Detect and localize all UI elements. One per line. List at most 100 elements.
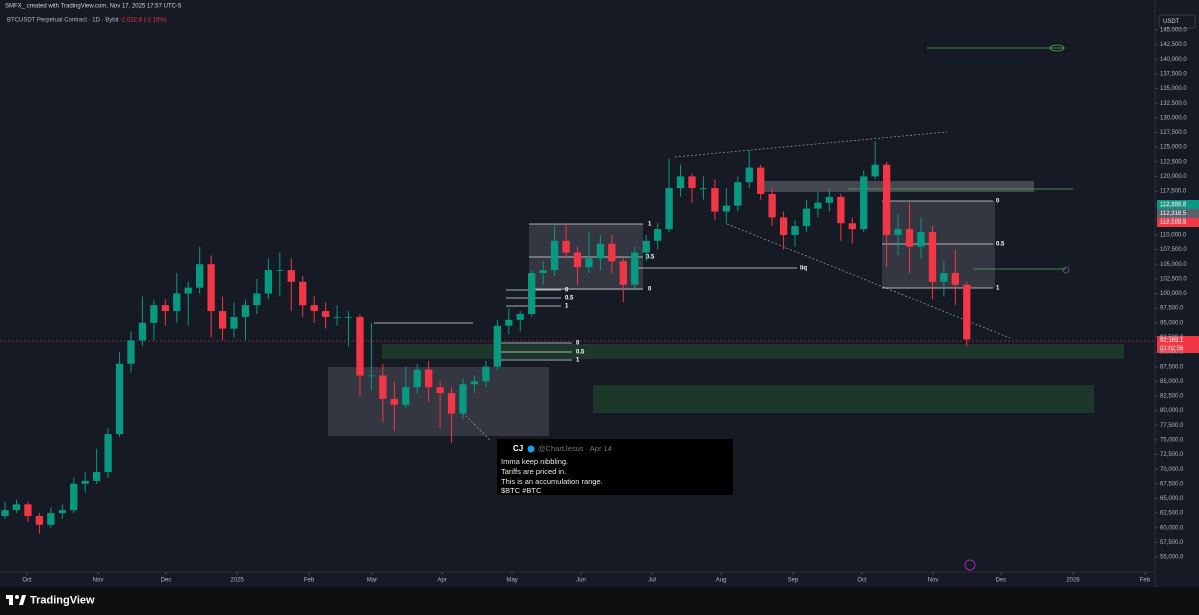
- candle-body: [688, 176, 696, 189]
- fib-label: 0.5: [996, 242, 1005, 248]
- x-tick-label: Nov: [928, 578, 939, 584]
- candle-body: [516, 313, 524, 320]
- y-tick-label: 107,500.0: [1160, 247, 1187, 253]
- candle-body: [665, 188, 673, 230]
- symbol: BTCUSDT Perpetual Contract · 1D · Bybit: [7, 18, 119, 24]
- x-tick-label: Oct: [22, 578, 32, 584]
- range-box: [328, 367, 549, 436]
- candle-body: [218, 311, 227, 329]
- y-tick-label: 100,000.0: [1160, 291, 1187, 297]
- candle-body: [631, 252, 639, 285]
- candle-body: [596, 243, 605, 259]
- candle-body: [173, 293, 181, 312]
- x-tick-label: Mar: [367, 578, 377, 584]
- candle-body: [642, 240, 650, 253]
- candle-body: [734, 182, 742, 206]
- currency-label: USDT: [1163, 19, 1180, 25]
- tweet-card: [497, 439, 733, 495]
- fib-label: 0: [576, 341, 580, 347]
- y-tick-label: 57,500.0: [1160, 540, 1184, 546]
- candle-body: [963, 284, 971, 340]
- y-tick-label: 82,500.0: [1160, 394, 1184, 400]
- candle-body: [699, 188, 708, 189]
- y-tick-label: 125,000.0: [1160, 145, 1187, 151]
- axes: 55,000.0 57,500.0 60,000.0 62,500.0 65,000.0…: [22, 28, 1187, 584]
- trendlines: [459, 131, 1011, 441]
- demand-zone: [593, 385, 1094, 413]
- candle-body: [608, 243, 616, 262]
- price-tag: [1157, 200, 1199, 209]
- range-box: [761, 181, 1034, 192]
- candle-body: [871, 164, 879, 177]
- candle-body: [367, 375, 376, 377]
- candle-body: [161, 305, 169, 312]
- fib-label: 1: [648, 222, 652, 228]
- price-tag-label: 112,289.9: [1160, 220, 1187, 226]
- candle-body: [436, 387, 444, 394]
- y-tick-label: 120,000.0: [1160, 174, 1187, 180]
- candle-body: [230, 316, 238, 329]
- y-tick-label: 85,000.0: [1160, 379, 1184, 385]
- trendline: [674, 131, 948, 158]
- candle-body: [768, 193, 776, 218]
- candle-body: [619, 261, 627, 285]
- candle-body: [104, 434, 112, 473]
- candle-body: [12, 504, 21, 511]
- y-tick-label: 112,500.0: [1160, 218, 1187, 224]
- x-tick-label: 2025: [230, 578, 244, 584]
- candle-body: [24, 504, 32, 517]
- green-levels: [848, 44, 1073, 274]
- fib-label: 0.5: [646, 255, 655, 261]
- candle-body: [276, 270, 284, 271]
- y-tick-label: 137,500.0: [1160, 71, 1187, 77]
- candle-body: [928, 232, 937, 282]
- y-tick-label: 142,500.0: [1160, 42, 1187, 48]
- tweet-line: This is an accumulation range.: [501, 477, 603, 486]
- y-tick-label: 70,000.0: [1160, 467, 1184, 473]
- candle-body: [92, 472, 101, 481]
- brand-logo: [6, 595, 26, 605]
- y-tick-label: 55,000.0: [1160, 555, 1184, 561]
- fib-label: 1: [565, 304, 569, 310]
- currency-button[interactable]: [1158, 14, 1196, 29]
- candle-body: [653, 229, 662, 241]
- candle-body: [287, 270, 295, 282]
- candle-body: [413, 369, 421, 388]
- fib-label: 0: [996, 199, 1000, 205]
- candle-body: [505, 319, 513, 326]
- candle-body: [482, 366, 490, 382]
- x-tick-label: Jun: [576, 578, 586, 584]
- candle-body: [1, 510, 9, 517]
- candle-body: [470, 381, 479, 385]
- y-tick-label: 135,000.0: [1160, 86, 1187, 92]
- candle-body: [459, 384, 467, 414]
- candle-body: [127, 340, 135, 364]
- trendline: [726, 223, 1011, 339]
- y-tick-label: 140,000.0: [1160, 57, 1187, 63]
- candle-body: [196, 264, 204, 288]
- fib-label: 0.5: [565, 296, 574, 302]
- candle-body: [837, 196, 845, 224]
- y-tick-label: 117,500.0: [1160, 189, 1187, 195]
- candle-body: [81, 480, 89, 484]
- x-tick-label: Jul: [648, 578, 656, 584]
- y-tick-label: 110,000.0: [1160, 233, 1187, 239]
- verified-badge: [527, 445, 535, 453]
- candle-body: [344, 316, 353, 318]
- candle-body: [299, 281, 307, 306]
- candle-body: [58, 510, 66, 514]
- candle-body: [447, 393, 456, 414]
- candle-body: [379, 375, 387, 399]
- y-tick-label: 102,500.0: [1160, 276, 1187, 282]
- y-tick-label: 65,000.0: [1160, 496, 1184, 502]
- credit: SMFX_ created with TradingView.com, Nov …: [5, 4, 182, 10]
- candle-body: [253, 293, 261, 306]
- candle-body: [940, 273, 948, 282]
- tweet-line: Imma keep nibbling.: [501, 457, 568, 466]
- tweet-line: $BTC #BTC: [501, 486, 542, 495]
- x-tick-label: Aug: [716, 578, 727, 584]
- y-tick-label: 130,000.0: [1160, 115, 1187, 121]
- marker: [1062, 266, 1070, 274]
- candle-body: [115, 363, 124, 435]
- candle-body: [550, 240, 559, 271]
